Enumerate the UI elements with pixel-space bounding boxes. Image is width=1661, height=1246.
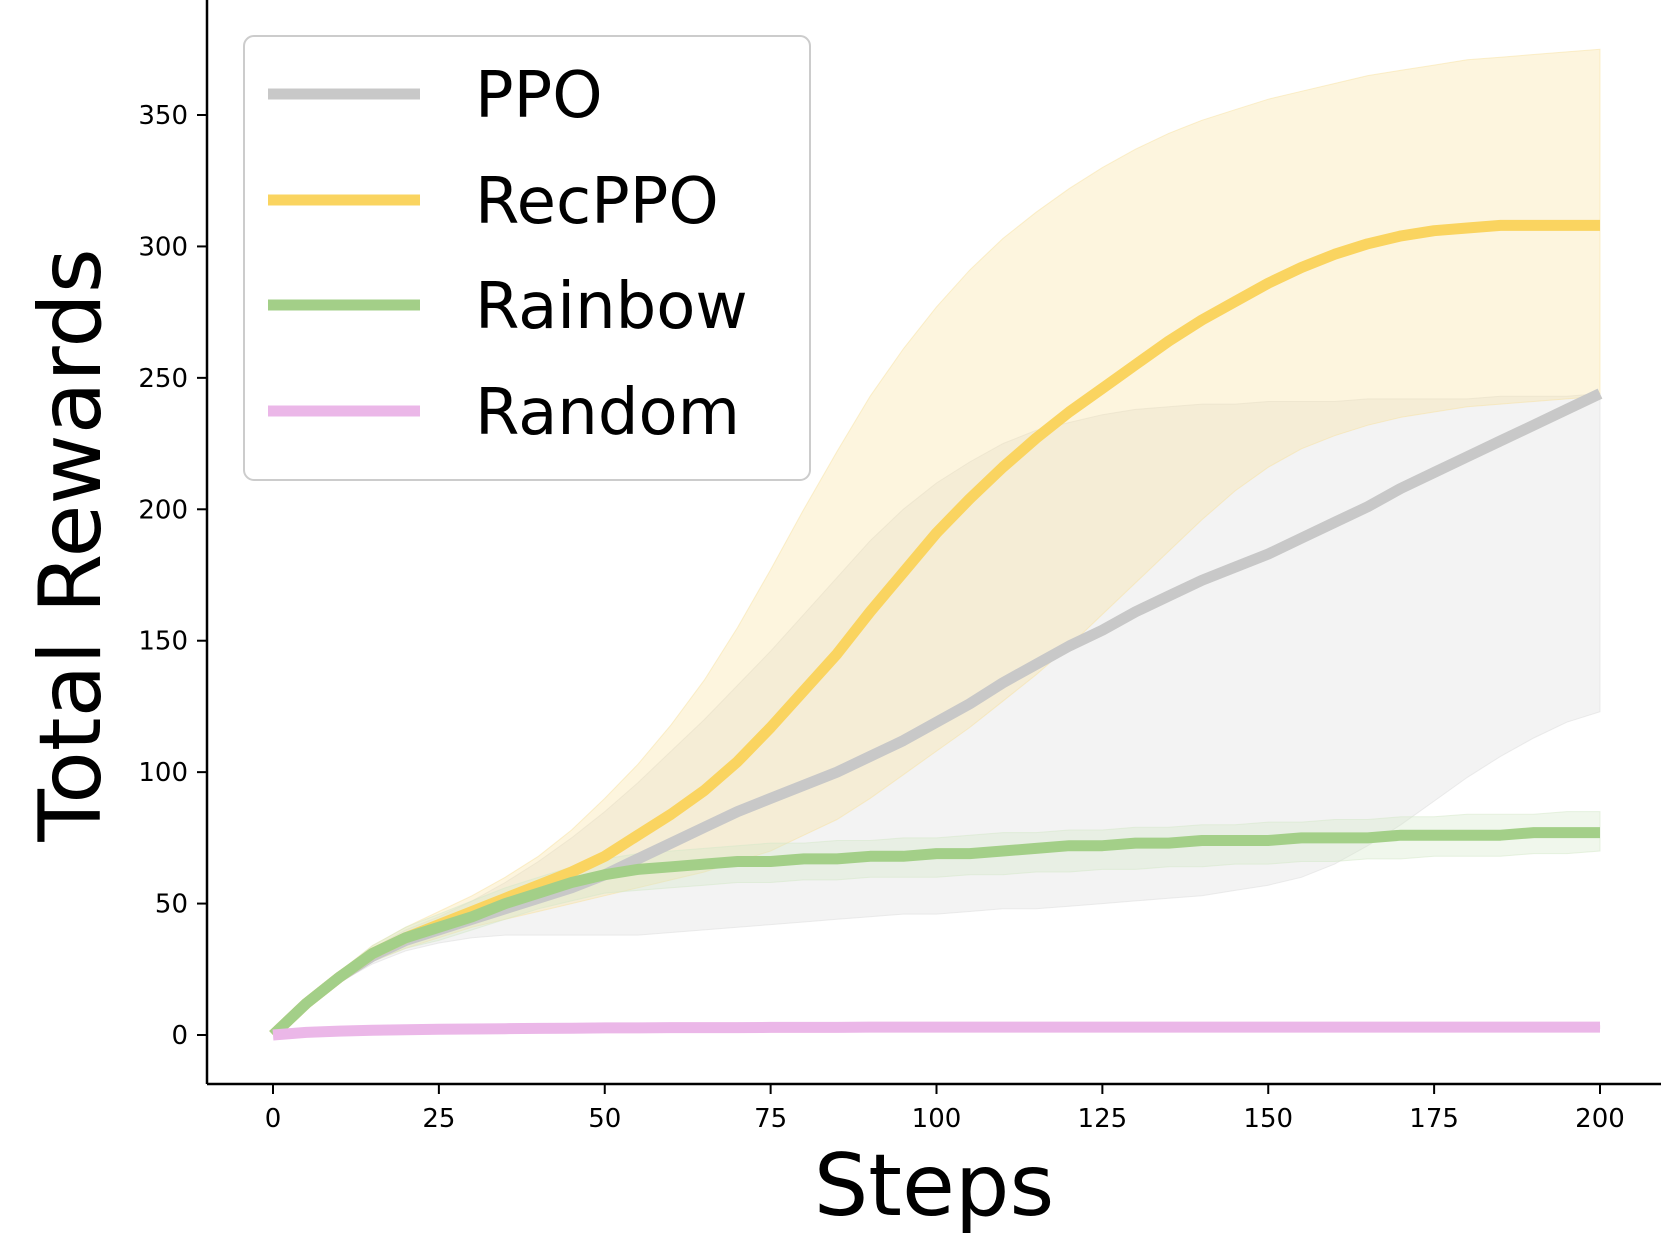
x-tick-label: 150 [1243,1104,1293,1134]
y-ticks: 0 50 100 150 200 250 300 350 [138,101,207,1051]
y-tick-label: 0 [171,1021,188,1051]
y-tick-label: 200 [138,495,188,525]
y-tick-label: 50 [155,890,188,920]
x-tick-label: 175 [1409,1104,1459,1134]
series-lines [269,219,1603,1041]
x-tick-label: 125 [1078,1104,1128,1134]
y-tick-label: 100 [138,758,188,788]
x-axis-label: Steps [814,1136,1055,1236]
legend-label-random: Random [475,376,740,450]
line-random [272,1021,1600,1041]
legend-label-recppo: RecPPO [475,165,719,239]
y-tick-label: 250 [138,364,188,394]
legend: PPO RecPPO Rainbow Random [243,35,811,481]
legend-label-ppo: PPO [475,59,603,133]
y-tick-label: 150 [138,627,188,657]
line-rainbow [269,827,1600,1039]
x-ticks: 0 25 50 75 100 125 150 175 200 [265,1084,1625,1134]
y-tick-label: 300 [138,232,188,262]
legend-frame [243,35,811,481]
y-axis-label: Total Rewards [21,248,121,842]
legend-label-rainbow: Rainbow [475,270,748,344]
x-tick-label: 100 [912,1104,962,1134]
x-tick-label: 75 [754,1104,787,1134]
x-tick-label: 25 [422,1104,455,1134]
x-tick-label: 200 [1575,1104,1625,1134]
legend-items: PPO RecPPO Rainbow Random [268,59,748,450]
x-tick-label: 50 [588,1104,621,1134]
y-tick-label: 350 [138,101,188,131]
x-tick-label: 0 [265,1104,282,1134]
